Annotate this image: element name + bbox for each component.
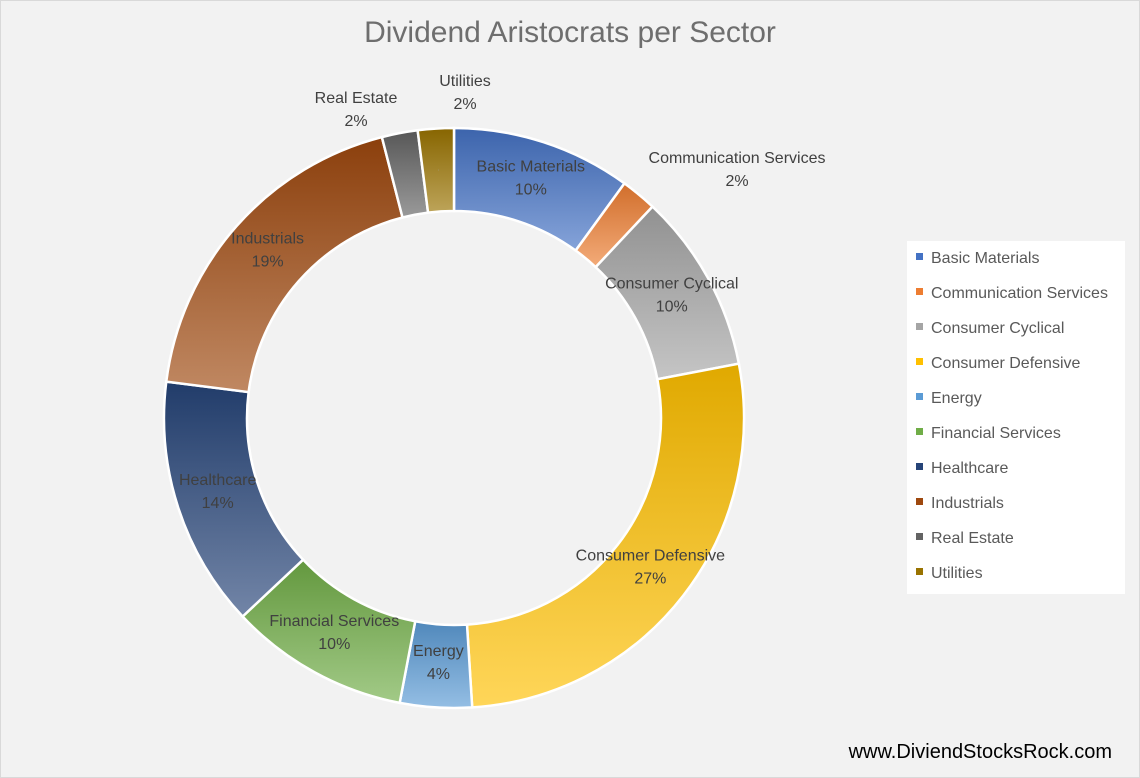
legend-item-industrials: Industrials [916,495,1004,513]
legend-item-consumer-defensive: Consumer Defensive [916,355,1080,373]
legend-label: Financial Services [931,425,1061,442]
chart-title: Dividend Aristocrats per Sector [364,16,776,49]
legend-swatch [916,428,923,436]
legend-label: Healthcare [931,460,1009,477]
legend-label: Consumer Cyclical [931,320,1065,337]
data-label-utilities: Utilities 2% [439,73,491,113]
chart-legend: Basic Materials Communication Services Con… [907,241,1125,594]
data-label-basic-materials: Basic Materials 10% [477,159,585,199]
data-label-healthcare: Healthcare 14% [179,472,256,512]
slice-industrials [164,135,405,394]
legend-label: Communication Services [931,285,1108,302]
legend-swatch [916,463,923,471]
legend-item-energy: Energy [916,390,982,408]
legend-label: Basic Materials [931,250,1040,267]
legend-swatch [916,498,923,506]
legend-label: Energy [931,390,982,407]
data-label-industrials: Industrials 19% [231,231,304,271]
data-label-consumer-defensive: Consumer Defensive 27% [576,547,726,587]
legend-swatch [916,568,923,576]
data-label-real-estate: Real Estate 2% [315,90,398,130]
data-label-financial-services: Financial Services 10% [269,613,399,653]
legend-item-consumer-cyclical: Consumer Cyclical [916,320,1064,338]
slice-utilities [416,126,456,215]
data-label-energy: Energy 4% [413,643,464,683]
watermark: www.DiviendStocksRock.com [848,741,1112,763]
legend-swatch [916,393,923,401]
legend-item-real-estate: Real Estate [916,530,1014,548]
legend-label: Industrials [931,495,1004,512]
slice-consumer-defensive [465,362,746,709]
legend-label: Utilities [931,565,983,582]
legend-swatch [916,288,923,296]
legend-swatch [916,323,923,331]
legend-item-basic-materials: Basic Materials [916,250,1039,268]
data-label-consumer-cyclical: Consumer Cyclical 10% [605,275,738,315]
legend-swatch [916,533,923,541]
legend-swatch [916,358,923,366]
legend-label: Real Estate [931,530,1014,547]
legend-label: Consumer Defensive [931,355,1081,372]
legend-swatch [916,253,923,261]
legend-item-utilities: Utilities [916,565,983,583]
legend-item-financial-services: Financial Services [916,425,1061,443]
legend-item-communication-services: Communication Services [916,285,1108,303]
legend-item-healthcare: Healthcare [916,460,1008,478]
data-label-communication-services: Communication Services 2% [649,150,826,190]
